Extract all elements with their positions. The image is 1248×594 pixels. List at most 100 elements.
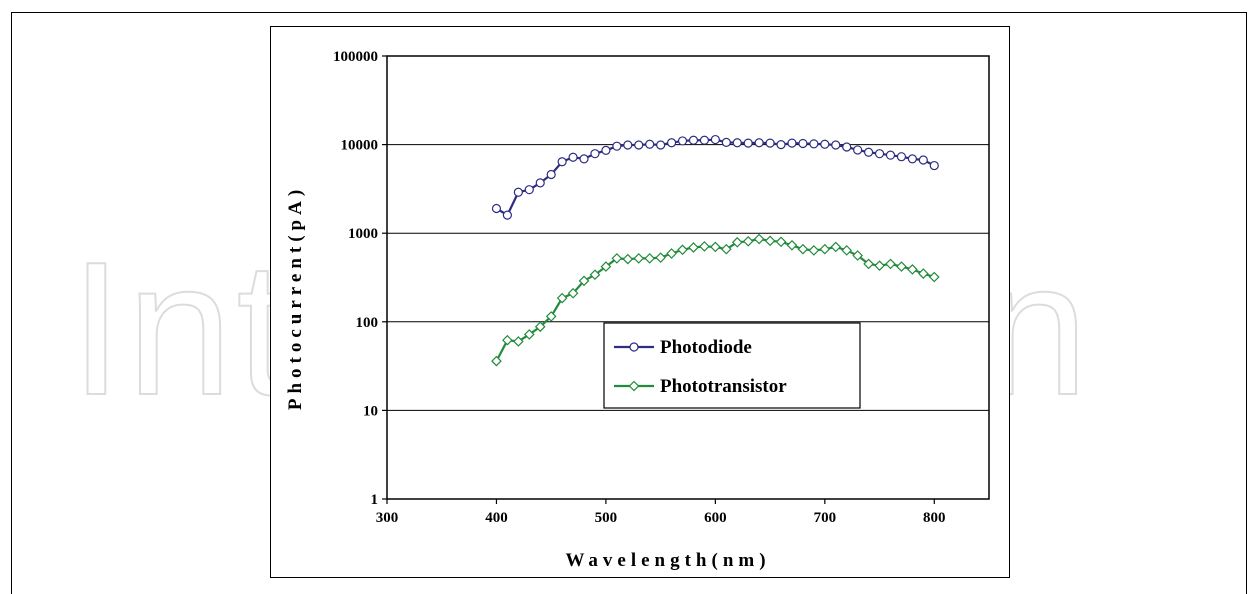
data-point <box>797 243 809 255</box>
data-point <box>612 141 622 151</box>
data-point <box>655 252 666 263</box>
data-point <box>721 137 731 147</box>
data-point <box>579 154 589 164</box>
series-photodiode <box>491 134 939 220</box>
data-point <box>535 178 545 188</box>
data-point <box>918 155 928 165</box>
data-point <box>557 157 567 167</box>
y-tick-label: 10000 <box>341 138 379 154</box>
y-tick-label: 10 <box>363 403 378 419</box>
data-point <box>513 187 523 197</box>
data-point <box>545 311 557 322</box>
data-point <box>742 235 754 247</box>
data-point <box>666 138 677 148</box>
data-point <box>556 292 568 304</box>
data-point <box>491 355 502 367</box>
series-layer <box>491 134 940 367</box>
y-tick-label: 1000 <box>348 226 378 242</box>
data-point <box>622 253 634 265</box>
data-point <box>819 243 831 255</box>
legend: Photodiode Phototransistor <box>603 322 861 409</box>
data-point <box>831 140 841 150</box>
data-point <box>896 261 907 272</box>
y-axis-title: Photocurrent(pA) <box>285 185 306 410</box>
data-point <box>634 140 644 150</box>
data-point <box>578 275 590 287</box>
legend-label: Photodiode <box>660 337 752 358</box>
data-point <box>699 241 710 252</box>
data-point <box>524 185 534 195</box>
data-point <box>666 248 677 259</box>
data-point <box>720 243 732 255</box>
data-point <box>917 268 929 279</box>
data-point <box>885 258 896 270</box>
data-point <box>809 139 819 149</box>
data-point <box>907 154 917 164</box>
data-point <box>644 253 656 264</box>
data-point <box>798 138 808 149</box>
data-point <box>628 380 640 392</box>
data-point <box>786 239 798 251</box>
y-tick-label: 100 <box>356 315 379 331</box>
data-point <box>589 269 601 281</box>
data-point <box>656 140 666 150</box>
series-phototransistor <box>491 233 940 367</box>
plot-area <box>386 55 990 500</box>
data-point <box>677 136 688 146</box>
data-point <box>601 145 611 156</box>
data-point <box>896 152 907 162</box>
data-point <box>874 260 885 272</box>
data-point <box>568 152 578 162</box>
x-tick-label: 400 <box>485 510 508 526</box>
x-tick-label: 700 <box>814 510 837 526</box>
data-point <box>808 245 820 256</box>
data-point <box>600 261 612 272</box>
x-axis-title: Wavelength(nm) <box>565 550 770 571</box>
data-point <box>502 334 513 346</box>
page-frame <box>11 12 1247 594</box>
data-point <box>688 242 699 253</box>
data-point <box>853 145 863 155</box>
data-point <box>928 271 940 283</box>
data-point <box>732 138 742 148</box>
data-point <box>874 149 885 159</box>
data-point <box>645 139 655 149</box>
data-point <box>633 253 645 264</box>
data-point <box>820 139 830 149</box>
data-point <box>787 138 797 148</box>
x-tick-label: 600 <box>704 510 727 526</box>
data-point <box>929 160 939 171</box>
data-point <box>512 336 524 347</box>
data-point <box>863 258 874 270</box>
y-tick-label: 1 <box>371 492 379 508</box>
data-point <box>841 245 853 256</box>
data-point <box>629 342 639 352</box>
legend-item-photodiode: Photodiode <box>614 337 752 358</box>
data-point <box>764 235 776 247</box>
data-point <box>699 135 710 145</box>
data-point <box>523 329 535 340</box>
data-point <box>765 138 775 148</box>
data-point <box>677 244 688 256</box>
data-point <box>731 236 743 248</box>
legend-label: Phototransistor <box>660 376 787 397</box>
legend-item-phototransistor: Phototransistor <box>614 376 787 397</box>
data-point <box>546 169 556 180</box>
data-point <box>775 236 787 248</box>
data-point <box>776 139 786 150</box>
x-tick-label: 800 <box>923 510 946 526</box>
chart-figure: 1 10 100 1000 10000 100000 300 400 500 600 700 800 … <box>270 26 1010 578</box>
data-point <box>710 134 720 145</box>
data-point <box>830 241 842 253</box>
data-point <box>688 135 699 145</box>
x-tick-label: 500 <box>595 510 618 526</box>
data-point <box>623 140 633 150</box>
data-point <box>502 210 512 220</box>
axis-layer: 1 10 100 1000 10000 100000 300 400 500 600 700 800 <box>333 49 990 526</box>
data-point <box>863 147 874 157</box>
data-point <box>842 142 852 152</box>
data-point <box>852 250 864 261</box>
data-point <box>534 321 546 333</box>
y-tick-label: 100000 <box>333 49 378 65</box>
